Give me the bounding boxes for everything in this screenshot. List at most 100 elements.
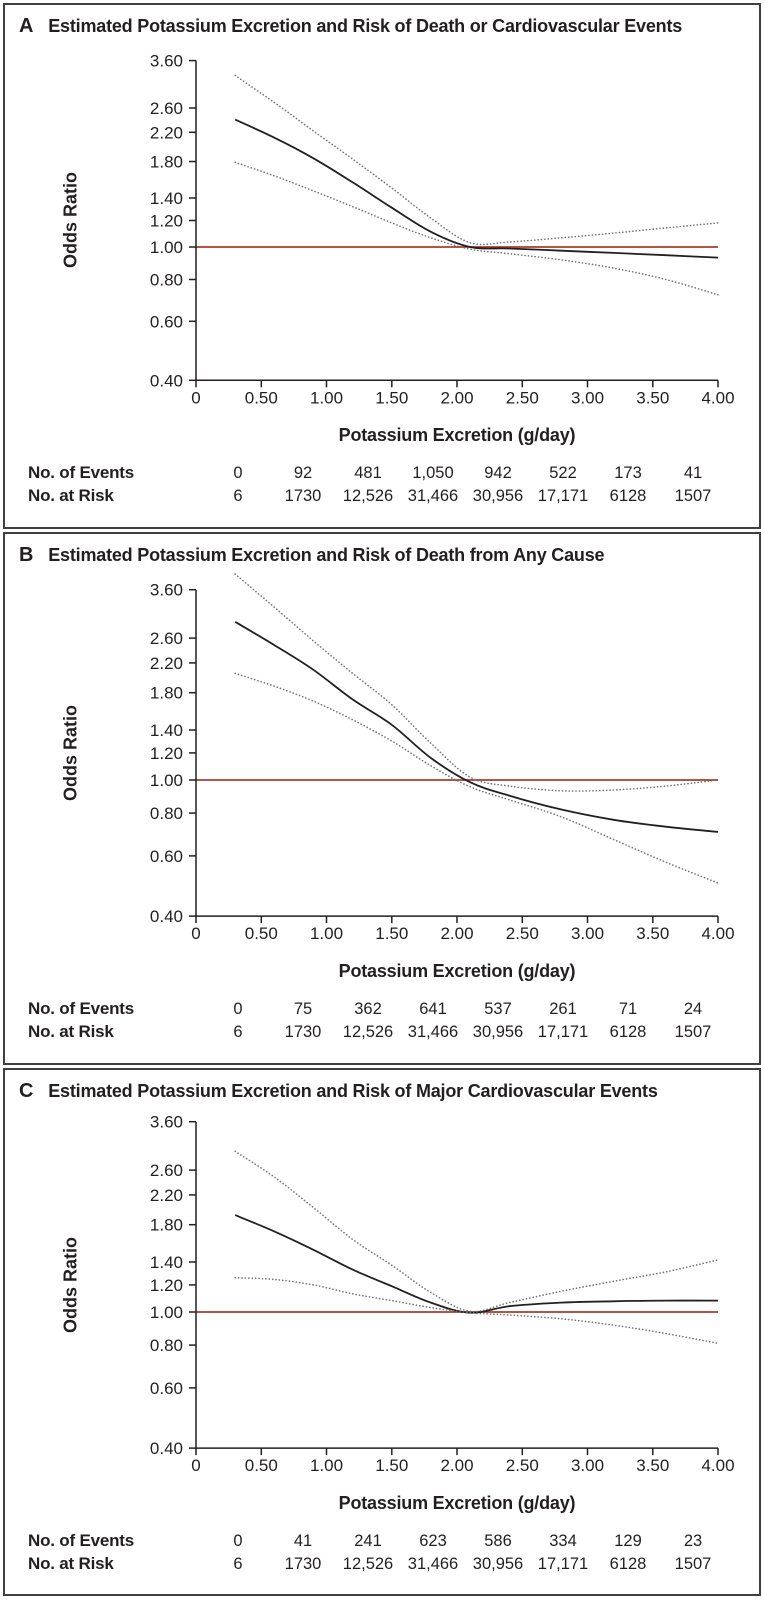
events-value: 173 bbox=[614, 464, 642, 483]
x-tick-label: 2.00 bbox=[440, 388, 473, 407]
x-tick-label: 2.50 bbox=[506, 1456, 539, 1475]
x-tick-label: 3.00 bbox=[571, 1456, 604, 1475]
risk-value: 6128 bbox=[609, 1023, 647, 1042]
x-tick-label: 1.00 bbox=[310, 924, 343, 943]
risk-value: 30,956 bbox=[472, 1023, 524, 1042]
x-tick-label: 2.00 bbox=[440, 1456, 473, 1475]
y-tick-label: 1.40 bbox=[150, 1253, 183, 1272]
events-value: 71 bbox=[618, 1000, 638, 1019]
x-tick-label: 2.00 bbox=[440, 924, 473, 943]
lower-95-ci-curve bbox=[234, 672, 719, 884]
risk-row-label: No. at Risk bbox=[28, 1554, 114, 1574]
odds-ratio-curve bbox=[234, 1214, 719, 1314]
x-tick-label: 2.50 bbox=[506, 924, 539, 943]
events-value: 24 bbox=[683, 1000, 703, 1019]
x-tick-label: 4.00 bbox=[701, 924, 734, 943]
risk-value: 31,466 bbox=[407, 1555, 459, 1574]
y-tick-label: 1.20 bbox=[150, 1276, 183, 1295]
x-tick-label: 3.00 bbox=[571, 388, 604, 407]
y-tick-label: 0.40 bbox=[150, 907, 183, 926]
events-value: 0 bbox=[233, 1532, 243, 1551]
events-value: 623 bbox=[419, 1532, 447, 1551]
y-tick-label: 3.60 bbox=[150, 581, 183, 600]
x-tick-label: 0.50 bbox=[245, 1456, 278, 1475]
plot-canvas: 3.60 2.60 2.20 1.80 1.40 1.20 1.00 0.80 0.60 0.40… bbox=[150, 52, 735, 408]
risk-value: 6 bbox=[233, 487, 243, 506]
y-axis-label: Odds Ratio bbox=[60, 1236, 81, 1333]
events-value: 641 bbox=[419, 1000, 447, 1019]
x-tick-label: 1.50 bbox=[375, 1456, 408, 1475]
panel-b-plot: 3.60 2.60 2.20 1.80 1.40 1.20 1.00 0.80 0.60 0.40… bbox=[5, 534, 759, 1063]
events-value: 0 bbox=[233, 464, 243, 483]
events-value: 942 bbox=[484, 464, 512, 483]
x-tick-label: 3.50 bbox=[636, 924, 669, 943]
risk-value: 1730 bbox=[284, 1023, 322, 1042]
x-axis-label: Potassium Excretion (g/day) bbox=[338, 961, 576, 982]
events-value: 129 bbox=[614, 1532, 642, 1551]
panel-a-plot: 3.60 2.60 2.20 1.80 1.40 1.20 1.00 0.80 0.60 0.40… bbox=[5, 5, 759, 527]
panel-b-title-text: Estimated Potassium Excretion and Risk o… bbox=[48, 545, 605, 565]
events-value: 41 bbox=[683, 464, 703, 483]
events-value: 586 bbox=[484, 1532, 512, 1551]
x-tick-label: 0 bbox=[191, 924, 200, 943]
panel-c-plot: 3.60 2.60 2.20 1.80 1.40 1.20 1.00 0.80 0.60 0.40… bbox=[5, 1070, 759, 1594]
events-value: 92 bbox=[293, 464, 313, 483]
events-value: 537 bbox=[484, 1000, 512, 1019]
events-value: 0 bbox=[233, 1000, 243, 1019]
risk-value: 6128 bbox=[609, 1555, 647, 1574]
x-tick-label: 1.00 bbox=[310, 1456, 343, 1475]
risk-value: 17,171 bbox=[537, 487, 589, 506]
y-tick-label: 0.60 bbox=[150, 1379, 183, 1398]
y-tick-label: 2.60 bbox=[150, 99, 183, 118]
y-tick-label: 0.40 bbox=[150, 371, 183, 390]
events-value: 23 bbox=[683, 1532, 703, 1551]
y-tick-label: 1.80 bbox=[150, 684, 183, 703]
x-axis-label: Potassium Excretion (g/day) bbox=[338, 1493, 576, 1514]
x-tick-label: 1.00 bbox=[310, 388, 343, 407]
risk-row-label: No. at Risk bbox=[28, 486, 114, 506]
y-tick-label: 0.60 bbox=[150, 847, 183, 866]
events-row-label: No. of Events bbox=[28, 463, 135, 483]
risk-value: 12,526 bbox=[342, 487, 394, 506]
y-tick-label: 1.80 bbox=[150, 153, 183, 172]
x-tick-label: 0.50 bbox=[245, 388, 278, 407]
y-tick-label: 1.00 bbox=[150, 1303, 183, 1322]
y-tick-label: 1.40 bbox=[150, 189, 183, 208]
upper-95-ci-curve bbox=[234, 1150, 719, 1313]
y-tick-label: 3.60 bbox=[150, 52, 183, 71]
y-tick-label: 1.40 bbox=[150, 721, 183, 740]
panel-b: 3.60 2.60 2.20 1.80 1.40 1.20 1.00 0.80 0.60 0.40… bbox=[3, 532, 761, 1065]
x-tick-label: 1.50 bbox=[375, 388, 408, 407]
risk-row-label: No. at Risk bbox=[28, 1022, 114, 1042]
y-tick-label: 2.60 bbox=[150, 629, 183, 648]
risk-value: 12,526 bbox=[342, 1555, 394, 1574]
panel-c-letter: C bbox=[19, 1080, 34, 1102]
x-tick-label: 3.00 bbox=[571, 924, 604, 943]
plot-canvas: 3.60 2.60 2.20 1.80 1.40 1.20 1.00 0.80 0.60 0.40… bbox=[150, 573, 735, 943]
risk-value: 17,171 bbox=[537, 1023, 589, 1042]
panel-c: 3.60 2.60 2.20 1.80 1.40 1.20 1.00 0.80 0.60 0.40… bbox=[3, 1068, 761, 1596]
y-tick-label: 0.40 bbox=[150, 1439, 183, 1458]
risk-value: 17,171 bbox=[537, 1555, 589, 1574]
panel-a-title: A Estimated Potassium Excretion and Risk … bbox=[19, 14, 753, 38]
y-tick-label: 0.80 bbox=[150, 804, 183, 823]
panel-a-letter: A bbox=[19, 15, 34, 37]
x-axis-label: Potassium Excretion (g/day) bbox=[338, 425, 576, 446]
risk-value: 30,956 bbox=[472, 487, 524, 506]
risk-value: 1730 bbox=[284, 1555, 322, 1574]
y-tick-label: 1.00 bbox=[150, 238, 183, 257]
x-tick-label: 0 bbox=[191, 388, 200, 407]
panel-a: 3.60 2.60 2.20 1.80 1.40 1.20 1.00 0.80 0.60 0.40… bbox=[3, 3, 761, 529]
events-value: 75 bbox=[293, 1000, 313, 1019]
lower-95-ci-curve bbox=[234, 161, 719, 296]
risk-value: 1507 bbox=[674, 1023, 712, 1042]
x-tick-label: 4.00 bbox=[701, 388, 734, 407]
risk-value: 12,526 bbox=[342, 1023, 394, 1042]
y-tick-label: 2.20 bbox=[150, 654, 183, 673]
events-value: 522 bbox=[549, 464, 577, 483]
y-tick-label: 2.20 bbox=[150, 123, 183, 142]
x-tick-label: 2.50 bbox=[506, 388, 539, 407]
y-tick-label: 0.80 bbox=[150, 1336, 183, 1355]
x-tick-label: 3.50 bbox=[636, 1456, 669, 1475]
